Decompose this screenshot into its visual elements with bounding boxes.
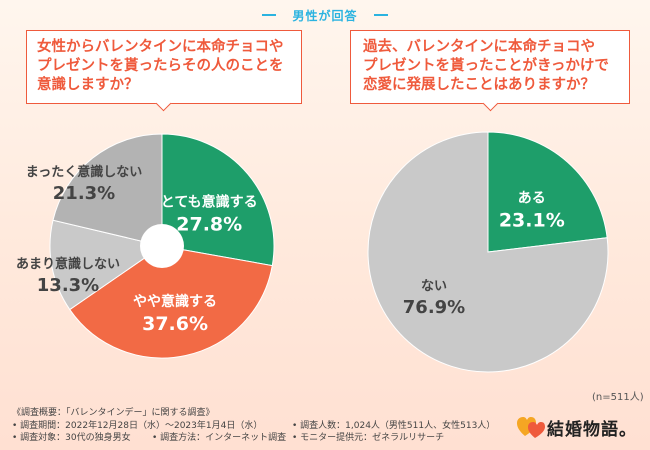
survey-summary: 《調査概要：「バレンタインデー」に関する調査》 • 調査期間：2022年12月2… (12, 407, 512, 445)
survey-title: 《調査概要：「バレンタインデー」に関する調査》 (12, 408, 215, 418)
header-dash-left (262, 14, 276, 16)
question-left-text: 女性からバレンタインに本命チョコや プレゼントを貰ったらその人のことを 意識しま… (37, 38, 284, 95)
donut-chart-left: とても意識する 27.8% やや意識する 37.6% あまり意識しない 13.3% まったく… (16, 133, 275, 359)
survey-target: • 調査対象：30代の独身男女 (12, 433, 131, 443)
question-right-line: 過去、バレンタインに本命チョコや (363, 39, 595, 55)
logo-text: 結婚物語。 (547, 420, 637, 440)
header-label: 男性が回答 (292, 9, 358, 23)
survey-period: • 調査期間：2022年12月28日（水）〜2023年1月4日（水） (12, 420, 263, 431)
survey-row: • 調査対象：30代の独身男女 • 調査方法：インターネット調査 • モニター提供元… (12, 432, 512, 445)
slice-value-label: 21.3% (53, 183, 115, 204)
survey-respondents: • 調査人数：1,024人（男性511人、女性513人） (292, 420, 496, 431)
slice-label: あまり意識しない (16, 256, 120, 272)
brand-logo: 結婚物語。 (516, 412, 646, 442)
slice-label: とても意識する (161, 193, 258, 210)
sample-size-note: (n=511人) (592, 392, 644, 403)
question-right-line: プレゼントを貰ったことがきっかけで (363, 58, 609, 74)
slice-value-label: 76.9% (403, 297, 465, 318)
survey-row: • 調査期間：2022年12月28日（水）〜2023年1月4日（水） • 調査人数… (12, 420, 512, 433)
slice-label: ない (421, 279, 447, 294)
question-left-line: プレゼントを貰ったらその人のことを (37, 58, 284, 74)
header: 男性が回答 (0, 0, 650, 28)
slice-value-label: 27.8% (176, 213, 242, 235)
header-dash-right (374, 14, 388, 16)
slice-value-label: 23.1% (499, 210, 565, 232)
pie-slice (487, 131, 608, 253)
pie-chart-right: ある 23.1% ない 76.9% (367, 131, 609, 373)
pie-slice (52, 133, 163, 247)
question-left-line: 女性からバレンタインに本命チョコや (37, 39, 284, 55)
pie-slice (69, 245, 273, 359)
two-hearts-icon (517, 417, 545, 438)
survey-method: • 調査方法：インターネット調査 (152, 433, 287, 443)
slice-label: まったく意識しない (26, 164, 142, 180)
question-box-left: 女性からバレンタインに本命チョコや プレゼントを貰ったらその人のことを 意識しま… (26, 30, 302, 104)
slice-label: やや意識する (133, 293, 217, 310)
slice-value-label: 37.6% (142, 313, 208, 335)
pie-slice (367, 131, 609, 373)
question-right-line: 恋愛に発展したことはありますか？ (363, 77, 595, 93)
question-left-line: 意識しますか？ (37, 77, 139, 93)
donut-hole (140, 224, 184, 268)
question-box-right: 過去、バレンタインに本命チョコや プレゼントを貰ったことがきっかけで 恋愛に発展… (350, 30, 630, 104)
question-right-text: 過去、バレンタインに本命チョコや プレゼントを貰ったことがきっかけで 恋愛に発展… (363, 38, 609, 95)
pie-slice (161, 133, 275, 267)
survey-provider: • モニター提供元：ゼネラルリサーチ (292, 433, 445, 443)
pie-slice (49, 219, 164, 311)
slice-label: ある (518, 191, 546, 207)
slice-value-label: 13.3% (37, 275, 99, 296)
